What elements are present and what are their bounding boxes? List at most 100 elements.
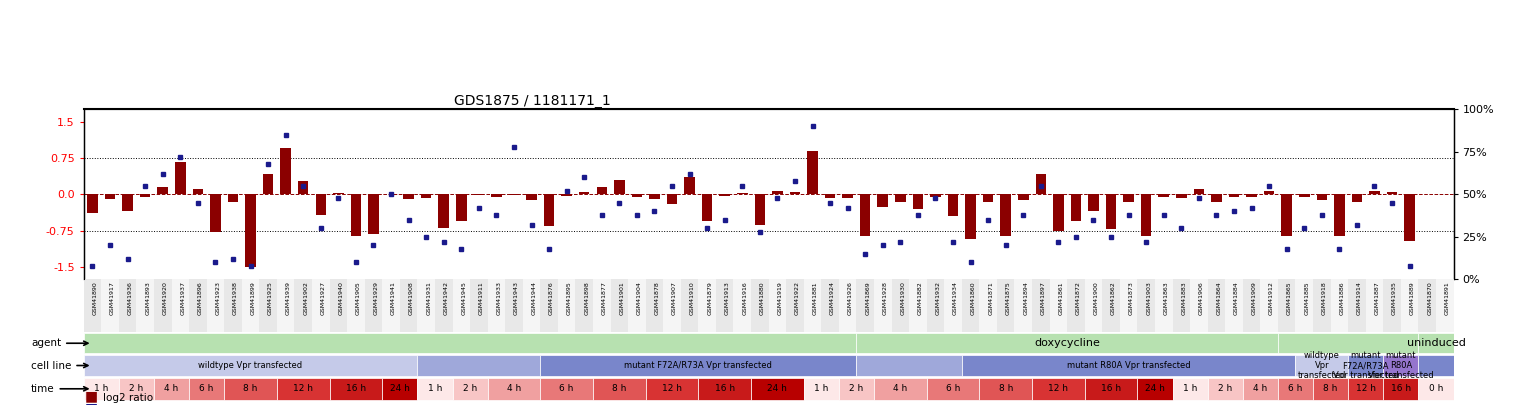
Bar: [807, 151, 817, 194]
Bar: [594, 279, 610, 332]
Bar: [1085, 279, 1102, 332]
Bar: [1207, 279, 1225, 332]
Text: GSM41914: GSM41914: [1358, 281, 1362, 315]
Bar: [857, 356, 962, 375]
Text: GSM41912: GSM41912: [1269, 281, 1274, 315]
Text: GSM41873: GSM41873: [1129, 281, 1134, 315]
Bar: [172, 279, 189, 332]
Bar: [874, 279, 892, 332]
Bar: [119, 279, 137, 332]
Text: GSM41926: GSM41926: [848, 281, 852, 315]
Bar: [540, 279, 559, 332]
Text: GSM41911: GSM41911: [479, 281, 484, 315]
Text: GSM41881: GSM41881: [813, 281, 817, 315]
Text: log2 ratio: log2 ratio: [103, 393, 154, 403]
Bar: [294, 279, 312, 332]
Text: GSM41909: GSM41909: [1251, 281, 1257, 315]
Text: GSM41901: GSM41901: [619, 281, 624, 315]
Bar: [403, 194, 414, 199]
Text: GSM41920: GSM41920: [163, 281, 167, 315]
Text: 24 h: 24 h: [390, 384, 409, 393]
Text: GSM41943: GSM41943: [514, 281, 519, 315]
Bar: [750, 378, 804, 400]
Bar: [839, 378, 874, 400]
Text: GSM41870: GSM41870: [1428, 281, 1432, 315]
Bar: [492, 194, 502, 197]
Bar: [1419, 378, 1454, 400]
Bar: [825, 194, 836, 198]
Text: GSM41887: GSM41887: [1374, 281, 1379, 315]
Text: ■: ■: [85, 389, 99, 403]
Bar: [1419, 333, 1454, 353]
Bar: [645, 378, 699, 400]
Text: 6 h: 6 h: [1288, 384, 1303, 393]
Text: 16 h: 16 h: [715, 384, 735, 393]
Bar: [1365, 279, 1383, 332]
Bar: [842, 194, 852, 198]
Text: GSM41916: GSM41916: [743, 281, 747, 315]
Bar: [193, 189, 202, 194]
Bar: [1085, 378, 1137, 400]
Text: 12 h: 12 h: [1356, 384, 1376, 393]
Bar: [330, 279, 347, 332]
Text: GSM41910: GSM41910: [689, 281, 694, 315]
Text: mutant F72A/R73A Vpr transfected: mutant F72A/R73A Vpr transfected: [624, 361, 772, 370]
Text: GSM41944: GSM41944: [531, 281, 537, 315]
Bar: [189, 378, 224, 400]
Text: GSM41898: GSM41898: [584, 281, 589, 315]
Bar: [1015, 279, 1032, 332]
Bar: [1295, 356, 1348, 375]
Text: 1 h: 1 h: [94, 384, 108, 393]
Bar: [610, 279, 629, 332]
Text: 16 h: 16 h: [345, 384, 365, 393]
Text: 8 h: 8 h: [1324, 384, 1338, 393]
Text: mutant R80A Vpr transfected: mutant R80A Vpr transfected: [1067, 361, 1190, 370]
Bar: [157, 187, 167, 194]
Text: 2 h: 2 h: [849, 384, 863, 393]
Bar: [892, 279, 909, 332]
Bar: [245, 194, 256, 267]
Text: GSM41863: GSM41863: [1164, 281, 1169, 315]
Text: GSM41880: GSM41880: [759, 281, 766, 315]
Bar: [84, 279, 102, 332]
Text: GSM41938: GSM41938: [233, 281, 237, 315]
Text: GSM41919: GSM41919: [778, 281, 782, 315]
Bar: [1053, 194, 1064, 231]
Text: 4 h: 4 h: [164, 384, 178, 393]
Text: 4 h: 4 h: [893, 384, 907, 393]
Text: GSM41871: GSM41871: [988, 281, 994, 315]
Bar: [242, 279, 259, 332]
Bar: [699, 279, 715, 332]
Bar: [417, 378, 452, 400]
Text: GSM41924: GSM41924: [829, 281, 836, 315]
Bar: [540, 356, 857, 375]
Bar: [720, 194, 731, 196]
Bar: [804, 378, 839, 400]
Bar: [997, 279, 1015, 332]
Text: wildtype
Vpr
transfected: wildtype Vpr transfected: [1298, 351, 1345, 380]
Text: GSM41907: GSM41907: [673, 281, 677, 315]
Text: GSM41917: GSM41917: [110, 281, 116, 315]
Bar: [422, 194, 431, 198]
Bar: [1313, 279, 1330, 332]
Bar: [277, 378, 330, 400]
Bar: [417, 279, 435, 332]
Bar: [650, 194, 659, 199]
Bar: [1018, 194, 1029, 200]
Bar: [119, 378, 154, 400]
Bar: [1190, 279, 1207, 332]
Text: GSM41872: GSM41872: [1076, 281, 1081, 315]
Bar: [224, 279, 242, 332]
Text: GSM41893: GSM41893: [145, 281, 151, 315]
Text: GSM41876: GSM41876: [549, 281, 554, 315]
Bar: [259, 279, 277, 332]
Bar: [685, 177, 696, 194]
Text: GSM41882: GSM41882: [918, 281, 922, 315]
Bar: [470, 279, 487, 332]
Text: GSM41879: GSM41879: [708, 281, 712, 315]
Text: 16 h: 16 h: [1391, 384, 1411, 393]
Text: GSM41861: GSM41861: [1058, 281, 1064, 315]
Bar: [175, 162, 186, 194]
Text: 1 h: 1 h: [1183, 384, 1198, 393]
Text: 12 h: 12 h: [294, 384, 314, 393]
